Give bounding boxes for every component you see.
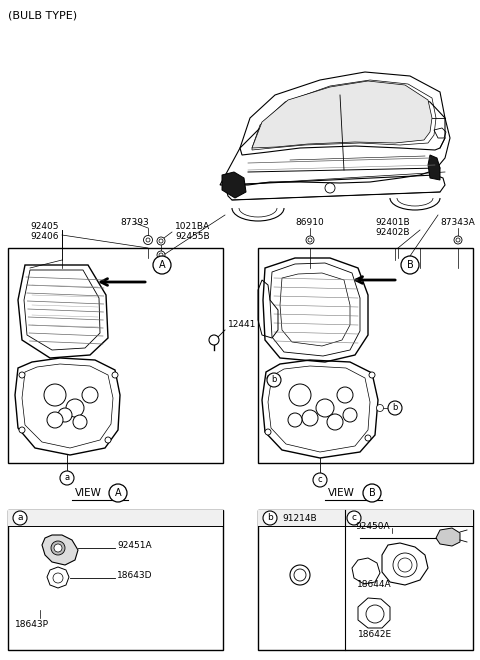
Circle shape	[51, 541, 65, 555]
Circle shape	[263, 511, 277, 525]
Circle shape	[363, 484, 381, 502]
Circle shape	[347, 511, 361, 525]
Circle shape	[157, 251, 165, 259]
Text: B: B	[407, 260, 413, 270]
Circle shape	[393, 553, 417, 577]
Text: VIEW: VIEW	[75, 488, 102, 498]
Text: 92450A: 92450A	[355, 522, 390, 531]
Text: 92402B: 92402B	[375, 228, 409, 237]
Circle shape	[159, 253, 163, 257]
Polygon shape	[436, 528, 460, 546]
Text: 92455B: 92455B	[175, 232, 210, 241]
Circle shape	[456, 238, 460, 242]
Circle shape	[401, 256, 419, 274]
Circle shape	[302, 410, 318, 426]
Text: VIEW: VIEW	[328, 488, 355, 498]
Circle shape	[369, 372, 375, 378]
Circle shape	[388, 401, 402, 415]
Circle shape	[267, 373, 281, 387]
Text: 87393: 87393	[120, 218, 149, 227]
Text: c: c	[351, 513, 357, 523]
Text: 18644A: 18644A	[357, 580, 392, 589]
Text: 92401B: 92401B	[375, 218, 409, 227]
FancyBboxPatch shape	[8, 510, 223, 526]
Circle shape	[288, 413, 302, 427]
Circle shape	[343, 408, 357, 422]
Circle shape	[146, 238, 150, 242]
Polygon shape	[428, 155, 440, 180]
Circle shape	[313, 473, 327, 487]
Circle shape	[290, 565, 310, 585]
Text: c: c	[318, 475, 322, 484]
Circle shape	[209, 335, 219, 345]
Text: b: b	[392, 403, 398, 412]
Circle shape	[306, 236, 314, 244]
Circle shape	[73, 415, 87, 429]
Text: 18643D: 18643D	[117, 570, 153, 579]
Circle shape	[454, 236, 462, 244]
FancyBboxPatch shape	[258, 510, 473, 650]
Text: A: A	[115, 488, 121, 498]
Circle shape	[157, 237, 165, 245]
FancyBboxPatch shape	[8, 510, 223, 650]
Text: 1021BA: 1021BA	[175, 222, 210, 231]
Circle shape	[144, 236, 153, 244]
Text: 12441: 12441	[228, 320, 256, 329]
Circle shape	[54, 544, 62, 552]
Text: 18642E: 18642E	[358, 630, 392, 639]
Polygon shape	[252, 81, 432, 148]
FancyBboxPatch shape	[258, 248, 473, 463]
Text: 91214B: 91214B	[282, 514, 317, 523]
Circle shape	[19, 427, 25, 433]
Text: (BULB TYPE): (BULB TYPE)	[8, 10, 77, 20]
Circle shape	[294, 569, 306, 581]
Circle shape	[159, 239, 163, 243]
Text: 92451A: 92451A	[117, 541, 152, 550]
Circle shape	[265, 429, 271, 435]
Text: B: B	[369, 488, 375, 498]
Circle shape	[58, 408, 72, 422]
Text: 87343A: 87343A	[440, 218, 475, 227]
Circle shape	[60, 471, 74, 485]
Circle shape	[109, 484, 127, 502]
Circle shape	[105, 437, 111, 443]
Circle shape	[44, 384, 66, 406]
FancyBboxPatch shape	[8, 248, 223, 463]
Text: 92406: 92406	[30, 232, 59, 241]
Circle shape	[365, 435, 371, 441]
Circle shape	[398, 558, 412, 572]
Text: A: A	[159, 260, 165, 270]
Circle shape	[153, 256, 171, 274]
Circle shape	[19, 372, 25, 378]
Circle shape	[289, 384, 311, 406]
Text: a: a	[17, 513, 23, 523]
Circle shape	[316, 399, 334, 417]
Text: 86910: 86910	[296, 218, 324, 227]
Circle shape	[366, 605, 384, 623]
Circle shape	[308, 238, 312, 242]
Circle shape	[66, 399, 84, 417]
Text: 18643P: 18643P	[15, 620, 49, 629]
FancyBboxPatch shape	[258, 510, 473, 526]
Polygon shape	[222, 172, 246, 198]
Text: b: b	[267, 513, 273, 523]
Polygon shape	[42, 535, 78, 565]
Circle shape	[82, 387, 98, 403]
Circle shape	[112, 372, 118, 378]
Circle shape	[376, 405, 384, 411]
Circle shape	[325, 183, 335, 193]
Circle shape	[13, 511, 27, 525]
Text: a: a	[64, 473, 70, 482]
Text: b: b	[271, 376, 276, 385]
Text: 92405: 92405	[30, 222, 59, 231]
Circle shape	[47, 412, 63, 428]
Circle shape	[327, 414, 343, 430]
Circle shape	[337, 387, 353, 403]
Circle shape	[267, 375, 273, 381]
